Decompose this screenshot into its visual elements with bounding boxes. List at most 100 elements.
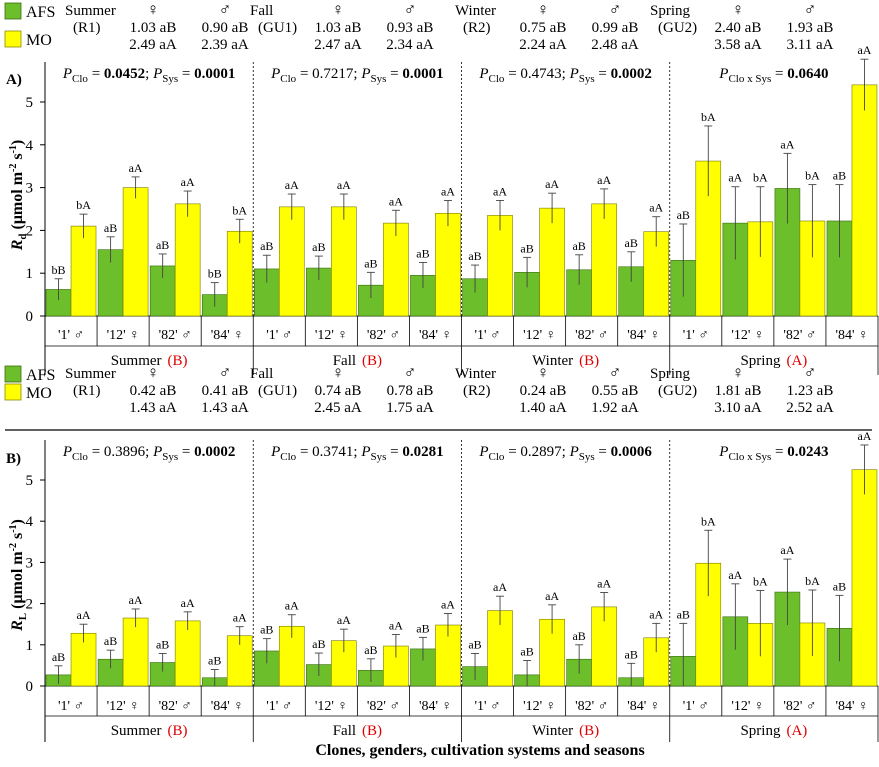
chart-panel-b: 0 1 2 3 4 5 '1' ♂ aB aA '12' ♀ aB aA '82' ♂ aB aA '84' …: [26, 429, 879, 742]
female-symbol: ♀: [147, 0, 160, 19]
category-label: '1' ♂: [683, 328, 709, 343]
p-symbol: P: [270, 444, 280, 460]
data-label-mo: aA: [77, 608, 91, 622]
category-label: '84' ♀: [211, 699, 244, 714]
p-clo-value: 0.0452: [104, 66, 145, 82]
p-subscript: Sys: [162, 73, 178, 85]
summary-male-mo: 2.52 aA: [786, 400, 834, 416]
bar-mo: [122, 187, 149, 317]
bar-mo: [539, 207, 565, 317]
data-label-mo: aA: [129, 593, 143, 607]
p-equals: =: [771, 66, 787, 82]
male-symbol: ♂: [804, 363, 817, 382]
y-tick-label: 4: [26, 138, 34, 154]
legend-swatch-afs: [4, 2, 22, 20]
bar-mo: [174, 203, 201, 317]
bar-mo: [851, 84, 878, 317]
p-symbol: P: [152, 444, 162, 460]
data-label-mo: aA: [181, 175, 195, 189]
category-label: '82' ♂: [783, 328, 816, 343]
summary-male-afs: 0.93 aB: [387, 20, 434, 36]
y-tick-label: 2: [26, 223, 34, 239]
p-separator: ;: [353, 444, 361, 460]
p-equals: =: [178, 444, 194, 460]
category-label: '1' ♂: [58, 328, 84, 343]
panel-b-summary: Summer(R1)♀ ♂0.42 aB 0.41 aB1.43 aA 1.43 aA…: [65, 363, 834, 416]
female-symbol: ♀: [332, 0, 345, 19]
data-label-mo: aA: [493, 580, 507, 594]
p-subscript: Clo: [72, 73, 88, 85]
bar-mo: [487, 215, 513, 317]
p-clo-value: 0.7217: [312, 66, 354, 82]
data-label-afs: aA: [728, 568, 742, 582]
summary-female-mo: 3.10 aA: [714, 400, 762, 416]
season-group: (B): [579, 353, 599, 369]
data-label-afs: aB: [104, 221, 117, 235]
summary-code: (GU1): [258, 20, 297, 36]
summary-male-afs: 0.41 aB: [202, 383, 249, 399]
summary-male-mo: 1.75 aA: [386, 400, 434, 416]
p-symbol: P: [62, 66, 72, 82]
summary-season: Summer: [65, 3, 116, 19]
male-symbol: ♂: [404, 0, 417, 19]
p-symbol: P: [718, 444, 728, 460]
data-label-afs: aB: [52, 650, 65, 664]
data-label-mo: aA: [337, 178, 351, 192]
data-label-afs: bB: [52, 263, 66, 277]
season-label: Summer (B): [111, 723, 188, 739]
summary-female-afs: 0.24 aB: [520, 383, 567, 399]
category-label: '1' ♂: [58, 699, 84, 714]
category-label: '84' ♀: [835, 699, 868, 714]
data-label-afs: aB: [572, 629, 585, 643]
category-label: '82' ♂: [367, 328, 400, 343]
summary-female-afs: 0.42 aB: [130, 383, 177, 399]
p-subscript: Sys: [579, 451, 595, 463]
data-label-afs: aB: [208, 654, 221, 668]
data-label-mo: aA: [441, 597, 455, 611]
summary-female-afs: 0.74 aB: [315, 383, 362, 399]
p-clo-value: 0.3896: [104, 444, 146, 460]
category-label: '84' ♀: [627, 699, 660, 714]
season-label: Fall (B): [333, 353, 382, 369]
season-label: Winter (B): [532, 353, 599, 369]
data-label-mo: aA: [857, 43, 871, 57]
summary-female-mo: 1.43 aA: [129, 400, 177, 416]
season-group: (A): [786, 353, 807, 369]
data-label-mo: bA: [753, 171, 768, 185]
p-sys-value: 0.0002: [194, 444, 235, 460]
p-equals: =: [296, 66, 312, 82]
summary-season: Winter: [455, 366, 496, 382]
category-label: '1' ♂: [475, 699, 501, 714]
p-equals: =: [88, 66, 104, 82]
data-label-afs: aB: [416, 621, 429, 635]
p-value-annotation: PClo = 0.0452; PSys = 0.0001: [62, 66, 236, 85]
female-symbol: ♀: [332, 363, 345, 382]
panel-b-label: B): [6, 451, 21, 467]
summary-code: (R2): [463, 20, 491, 36]
summary-code: (R1): [73, 383, 101, 399]
summary-code: (GU1): [258, 383, 297, 399]
category-label: '82' ♂: [367, 699, 400, 714]
data-label-afs: aB: [520, 644, 533, 658]
y-tick-label: 0: [26, 679, 34, 695]
summary-female-mo: 3.58 aA: [714, 37, 762, 53]
data-label-mo: aA: [389, 619, 403, 633]
category-label: '84' ♀: [835, 328, 868, 343]
category-label: '84' ♀: [627, 328, 660, 343]
male-symbol: ♂: [404, 363, 417, 382]
p-equals: =: [595, 66, 611, 82]
data-label-afs: aB: [520, 241, 533, 255]
p-value-annotation: PClo = 0.4743; PSys = 0.0002: [478, 66, 652, 85]
p-separator: ;: [562, 444, 570, 460]
male-symbol: ♂: [219, 0, 232, 19]
summary-female-mo: 2.47 aA: [314, 37, 362, 53]
bar-mo: [122, 617, 149, 687]
category-label: '84' ♀: [419, 328, 452, 343]
data-label-afs: aB: [625, 236, 638, 250]
p-sys-value: 0.0002: [611, 66, 652, 82]
p-subscript: Sys: [162, 451, 178, 463]
data-label-afs: aB: [104, 634, 117, 648]
summary-male-mo: 1.92 aA: [591, 400, 639, 416]
season-label: Fall (B): [333, 723, 382, 739]
